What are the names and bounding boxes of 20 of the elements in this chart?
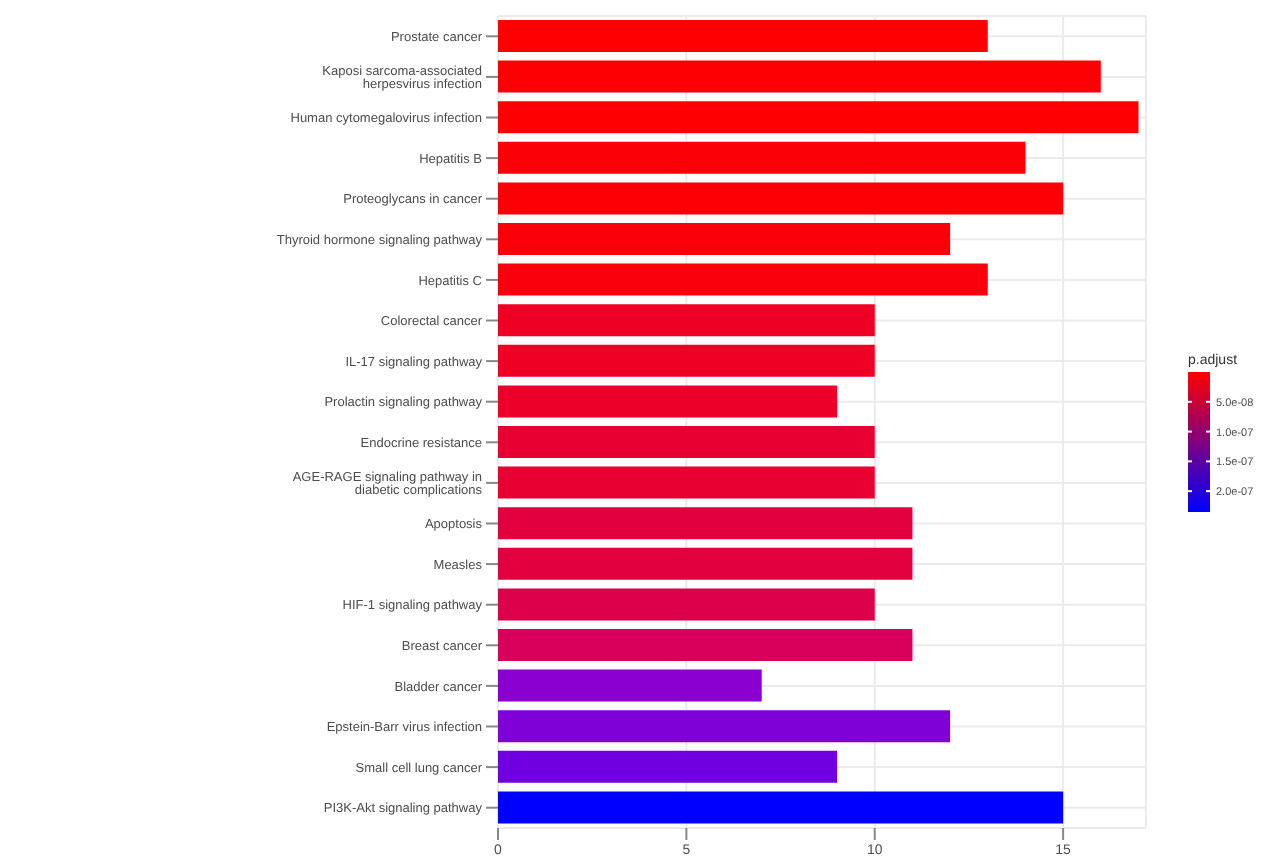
- bar: [498, 263, 988, 296]
- bar: [498, 547, 913, 580]
- bar: [498, 182, 1064, 215]
- bar: [498, 750, 838, 783]
- bar: [498, 60, 1101, 93]
- bar: [498, 20, 988, 52]
- bar: [498, 426, 875, 458]
- bar: [498, 385, 838, 418]
- bar: [498, 223, 951, 255]
- bar: [498, 791, 1064, 824]
- bar: [498, 588, 875, 621]
- bar: [498, 629, 913, 661]
- bar: [498, 507, 913, 540]
- bar: [498, 304, 875, 337]
- bar: [498, 141, 1026, 174]
- bar: [498, 101, 1139, 134]
- bar: [498, 669, 762, 702]
- bar: [498, 344, 875, 377]
- bar: [498, 710, 951, 743]
- bar: [498, 466, 875, 499]
